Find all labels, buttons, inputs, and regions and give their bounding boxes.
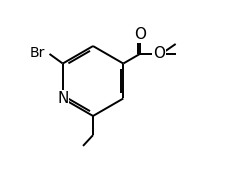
- Text: Br: Br: [30, 46, 45, 60]
- Text: N: N: [57, 91, 68, 106]
- Text: O: O: [152, 46, 164, 61]
- Text: O: O: [133, 27, 145, 42]
